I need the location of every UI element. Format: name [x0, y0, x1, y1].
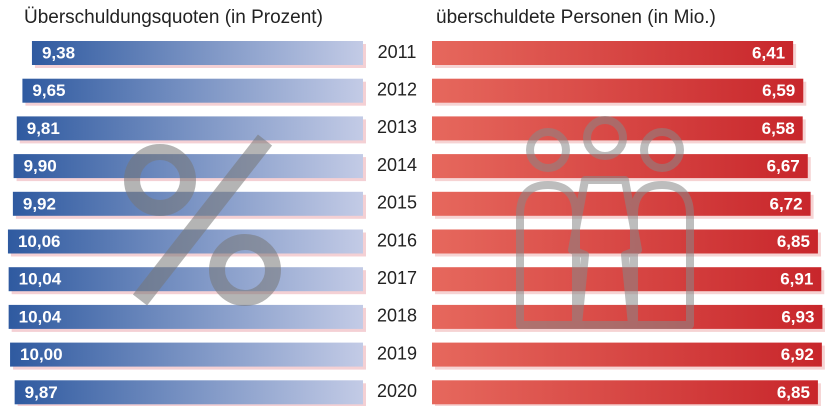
- bar: [432, 41, 794, 65]
- value-label: 10,06: [18, 232, 61, 251]
- year-label: 2013: [377, 117, 417, 137]
- year-label: 2012: [377, 79, 417, 99]
- value-label: 9,38: [42, 43, 75, 62]
- bar: [432, 342, 822, 367]
- bar: [432, 78, 804, 103]
- left-title: Überschuldungsquoten (in Prozent): [24, 7, 323, 28]
- value-label: 10,04: [19, 270, 62, 289]
- bar: [16, 116, 363, 141]
- people-icon: [516, 116, 694, 329]
- value-label: 6,92: [781, 345, 814, 364]
- bar: [432, 380, 818, 405]
- year-label: 2014: [377, 155, 417, 175]
- value-label: 6,85: [777, 232, 810, 251]
- value-label: 9,90: [24, 157, 57, 176]
- value-label: 6,93: [781, 307, 814, 326]
- bar: [432, 229, 818, 254]
- bar: [432, 191, 811, 216]
- right-title: überschuldete Personen (in Mio.): [436, 7, 716, 28]
- value-label: 6,59: [762, 81, 795, 100]
- year-label: 2015: [377, 193, 417, 213]
- year-label: 2019: [377, 343, 417, 363]
- bar: [8, 304, 363, 329]
- value-label: 10,00: [20, 345, 63, 364]
- value-label: 9,87: [25, 383, 58, 402]
- year-label: 2011: [378, 42, 417, 62]
- value-label: 6,67: [767, 157, 800, 176]
- year-label: 2020: [377, 381, 417, 401]
- labels: Überschuldungsquoten (in Prozent) übersc…: [18, 7, 814, 402]
- value-label: 6,91: [780, 270, 813, 289]
- year-label: 2018: [377, 306, 417, 326]
- year-label: 2016: [377, 230, 417, 250]
- value-label: 6,41: [752, 43, 785, 62]
- year-label: 2017: [377, 268, 417, 288]
- value-label: 9,81: [27, 119, 60, 138]
- bar: [432, 154, 808, 179]
- bar: [14, 380, 363, 405]
- value-label: 6,58: [762, 119, 795, 138]
- bar: [31, 41, 364, 65]
- value-label: 6,85: [777, 383, 810, 402]
- value-label: 10,04: [19, 307, 62, 326]
- value-label: 9,92: [23, 194, 56, 213]
- bar: [22, 78, 363, 103]
- percent-icon: [124, 134, 281, 306]
- value-label: 6,72: [769, 194, 802, 213]
- value-label: 9,65: [32, 81, 65, 100]
- bar: [10, 342, 363, 367]
- bar: [8, 267, 363, 292]
